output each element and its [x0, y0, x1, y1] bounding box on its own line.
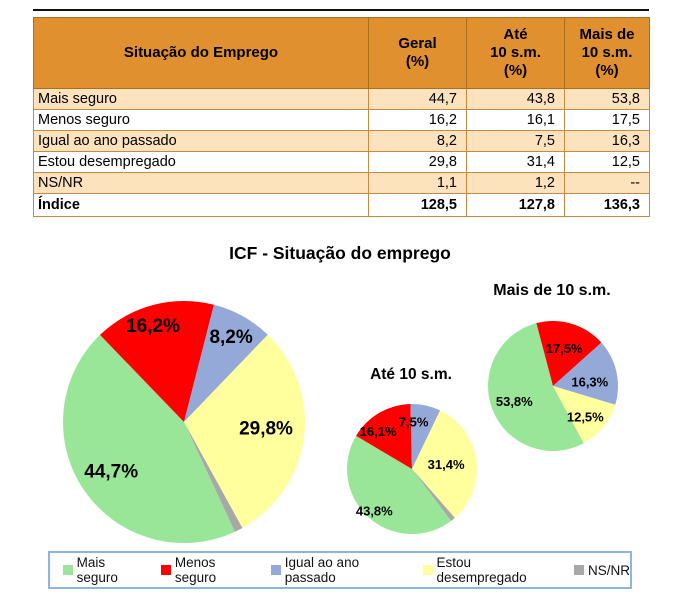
pie-subtitle-ate-10: Até 10 s.m. [370, 366, 452, 383]
legend-swatch-icon [271, 565, 281, 575]
legend-swatch-icon [573, 565, 584, 575]
table-row: Menos seguro 16,2 16,1 17,5 [33, 109, 650, 131]
pie-slice-gray [412, 469, 455, 521]
legend-label: Menos seguro [174, 555, 217, 585]
table-cell: -- [564, 172, 650, 194]
legend-item: Estou desempregado [422, 555, 560, 585]
table-row: Índice 128,5 127,8 136,3 [33, 193, 650, 217]
separator-line [33, 9, 649, 11]
row-label: Estou desempregado [33, 151, 369, 173]
table-row: Mais seguro 44,7 43,8 53,8 [33, 88, 650, 110]
pie-slice-label: 12,5% [567, 410, 604, 425]
pie-chart-geral: 44,7% 16,2% 8,2% 29,8% [63, 301, 306, 543]
legend-label: Estou desempregado [436, 555, 527, 585]
pie-slice-blue [410, 404, 441, 469]
table-header-row: Situação do Emprego Geral (%) Até 10 s.m… [33, 17, 650, 89]
table-cell: 44,7 [368, 88, 467, 110]
pie-slice-yellow [553, 386, 616, 444]
pie-slice-label: 7,5% [399, 415, 429, 430]
pie-chart-mais-10: 53,8% 17,5% 16,3% 12,5% [488, 320, 618, 451]
table-cell: 136,3 [564, 193, 650, 217]
table-cell: 128,5 [368, 193, 467, 217]
table-cell: 7,5 [466, 130, 565, 152]
pie-slice-label: 43,8% [356, 504, 393, 519]
row-label: Mais seguro [33, 88, 369, 110]
legend-label: Igual ao ano passado [284, 555, 360, 585]
pie-slice-gray [184, 422, 243, 532]
pie-slice-label: 44,7% [84, 462, 138, 483]
pie-slice-green [488, 323, 584, 451]
row-label: Menos seguro [33, 109, 369, 131]
pie-slice-label: 16,2% [126, 316, 180, 337]
table-cell: 16,1 [466, 109, 565, 131]
table-row: Igual ao ano passado 8,2 7,5 16,3 [33, 130, 650, 152]
pie-slice-green [346, 435, 452, 535]
pie-slice-green [63, 334, 235, 543]
legend-label: NS/NR [587, 562, 630, 578]
pie-chart-ate-10: 43,8% 16,1%7,5% 31,4% [346, 404, 478, 535]
employment-table: Situação do Emprego Geral (%) Até 10 s.m… [33, 17, 650, 217]
legend-swatch-icon [63, 565, 73, 575]
legend-item: Igual ao ano passado [271, 555, 409, 585]
pie-slice-label: 53,8% [496, 394, 533, 409]
header-ate-10: Até 10 s.m. (%) [466, 17, 565, 89]
table-cell: 31,4 [466, 151, 565, 173]
chart-legend: Mais seguro Menos seguro Igual ao ano pass… [48, 551, 632, 589]
table-row: NS/NR 1,1 1,2 -- [33, 172, 650, 194]
pie-slice-red [536, 320, 602, 386]
row-label: NS/NR [33, 172, 369, 194]
pie-slice-label: 16,3% [571, 375, 608, 390]
header-geral: Geral (%) [368, 17, 467, 89]
table-cell: 127,8 [466, 193, 565, 217]
pie-slice-red [356, 404, 412, 469]
pie-slice-blue [553, 342, 618, 405]
header-mais-10: Mais de 10 s.m. (%) [564, 17, 650, 89]
pie-slice-label: 29,8% [239, 419, 293, 440]
table-cell: 17,5 [564, 109, 650, 131]
table-cell: 53,8 [564, 88, 650, 110]
pie-slice-yellow [184, 334, 306, 528]
table-cell: 1,2 [466, 172, 565, 194]
table-cell: 8,2 [368, 130, 467, 152]
legend-item: Menos seguro [161, 555, 257, 585]
legend-swatch-icon [422, 565, 433, 575]
pie-slice-label: 31,4% [428, 457, 465, 472]
pie-slice-label: 17,5% [546, 341, 583, 356]
row-label: Índice [33, 193, 369, 217]
pie-subtitle-mais-10: Mais de 10 s.m. [493, 282, 611, 299]
legend-item: Mais seguro [63, 555, 147, 585]
table-cell: 12,5 [564, 151, 650, 173]
pie-slice-blue [184, 304, 268, 422]
table-cell: 29,8 [368, 151, 467, 173]
pie-slice-yellow [412, 410, 478, 518]
header-situacao: Situação do Emprego [33, 17, 369, 89]
row-label: Igual ao ano passado [33, 130, 369, 152]
legend-label: Mais seguro [76, 555, 118, 585]
table-row: Estou desempregado 29,8 31,4 12,5 [33, 151, 650, 173]
chart-title: ICF - Situação do emprego [229, 243, 451, 263]
pie-slice-label: 16,1% [360, 424, 397, 439]
table-cell: 43,8 [466, 88, 565, 110]
pie-slice-red [99, 301, 214, 422]
table-cell: 1,1 [368, 172, 467, 194]
pie-slice-label: 8,2% [209, 327, 252, 348]
legend-swatch-icon [161, 565, 171, 575]
table-cell: 16,2 [368, 109, 467, 131]
legend-item: NS/NR [573, 562, 630, 578]
table-cell: 16,3 [564, 130, 650, 152]
